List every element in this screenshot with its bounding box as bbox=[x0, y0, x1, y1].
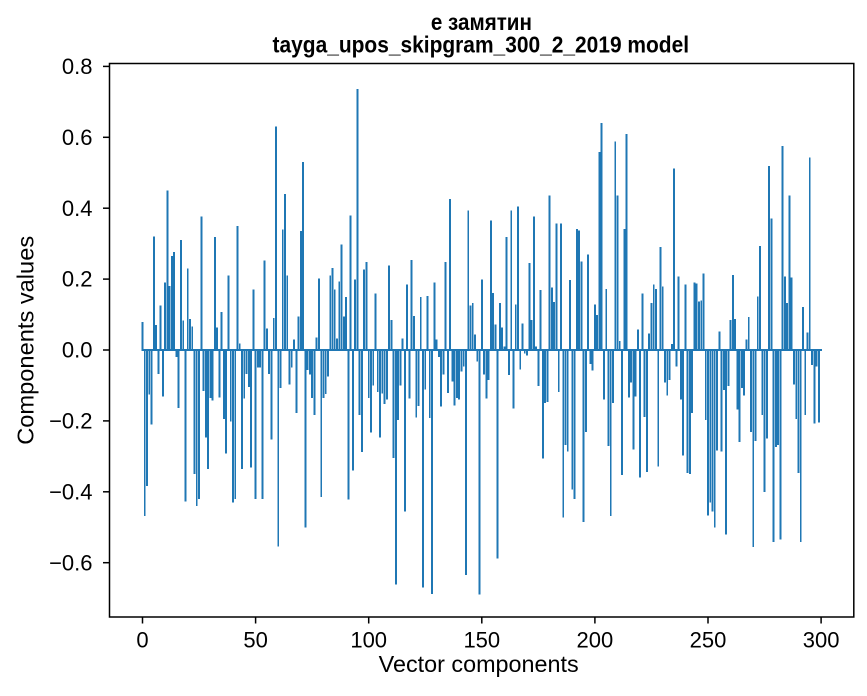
svg-text:250: 250 bbox=[690, 628, 727, 653]
svg-text:е замятин: е замятин bbox=[431, 9, 532, 35]
svg-text:0: 0 bbox=[136, 628, 148, 653]
svg-text:Components values: Components values bbox=[13, 236, 39, 445]
svg-text:0.2: 0.2 bbox=[62, 267, 93, 292]
svg-text:−0.4: −0.4 bbox=[49, 479, 92, 504]
svg-text:0.8: 0.8 bbox=[62, 54, 93, 79]
svg-text:50: 50 bbox=[243, 628, 267, 653]
svg-text:Vector components: Vector components bbox=[379, 651, 579, 677]
svg-text:150: 150 bbox=[463, 628, 500, 653]
svg-text:−0.6: −0.6 bbox=[49, 550, 92, 575]
svg-text:−0.2: −0.2 bbox=[49, 409, 92, 434]
svg-text:200: 200 bbox=[577, 628, 614, 653]
svg-text:0.6: 0.6 bbox=[62, 125, 93, 150]
svg-text:100: 100 bbox=[350, 628, 387, 653]
svg-text:300: 300 bbox=[803, 628, 840, 653]
svg-text:tayga_upos_skipgram_300_2_2019: tayga_upos_skipgram_300_2_2019 model bbox=[273, 32, 690, 58]
svg-text:0.0: 0.0 bbox=[62, 338, 93, 363]
svg-text:0.4: 0.4 bbox=[62, 196, 93, 221]
